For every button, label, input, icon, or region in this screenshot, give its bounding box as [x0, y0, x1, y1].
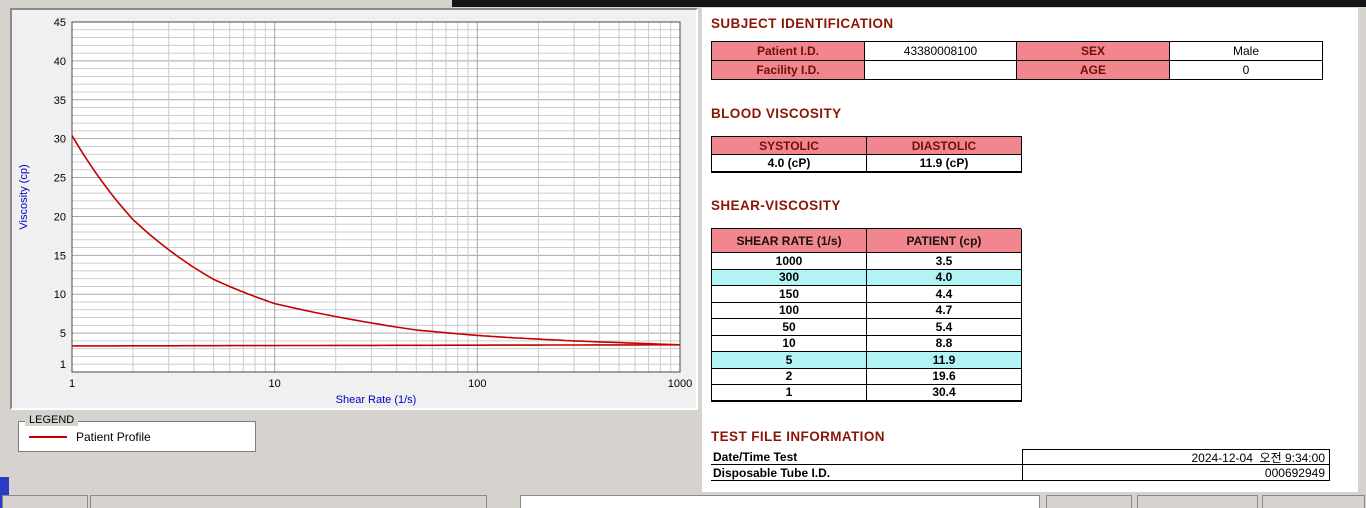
svg-text:10: 10 [269, 378, 281, 390]
toolbar-button-1[interactable] [2, 495, 88, 508]
patient-viscosity-cell: 11.9 [867, 352, 1022, 369]
patient-viscosity-cell: 30.4 [867, 385, 1022, 402]
svg-text:100: 100 [468, 378, 486, 390]
toolbar-button-2[interactable] [1046, 495, 1132, 508]
blood-viscosity-table: SYSTOLIC DIASTOLIC 4.0 (cP) 11.9 (cP) [711, 136, 1022, 173]
patient-viscosity-cell: 19.6 [867, 368, 1022, 385]
sex-value: Male [1170, 42, 1323, 61]
shear-rate-cell: 5 [712, 352, 867, 369]
top-bar [452, 0, 1366, 7]
shear-rate-cell: 1000 [712, 253, 867, 270]
systolic-value: 4.0 (cP) [712, 155, 867, 173]
legend-line-swatch [29, 436, 67, 438]
svg-text:5: 5 [60, 328, 66, 340]
legend-series-label: Patient Profile [76, 430, 151, 444]
svg-text:1: 1 [60, 359, 66, 371]
svg-text:45: 45 [54, 17, 66, 29]
shear-rate-cell: 50 [712, 319, 867, 336]
svg-text:40: 40 [54, 56, 66, 68]
legend-box-label: LEGEND [25, 414, 79, 426]
toolbar-field[interactable] [520, 495, 1040, 508]
patient-id-label: Patient I.D. [712, 42, 865, 61]
test-file-information-title: TEST FILE INFORMATION [711, 429, 885, 444]
test-file-information-table: Date/Time Test 2024-12-04 오전 9:34:00 Dis… [711, 449, 1330, 481]
shear-rate-cell: 2 [712, 368, 867, 385]
datetime-test-value: 2024-12-04 오전 9:34:00 [1022, 449, 1330, 465]
diastolic-header: DIASTOLIC [867, 137, 1022, 155]
shear-viscosity-title: SHEAR-VISCOSITY [711, 198, 841, 213]
diastolic-value: 11.9 (cP) [867, 155, 1022, 173]
subject-identification-table: Patient I.D. 43380008100 SEX Male Facili… [711, 41, 1323, 80]
patient-id-value: 43380008100 [865, 42, 1017, 61]
subject-identification-title: SUBJECT IDENTIFICATION [711, 16, 894, 31]
age-value: 0 [1170, 61, 1323, 80]
svg-text:15: 15 [54, 250, 66, 262]
shear-rate-cell: 1 [712, 385, 867, 402]
facility-id-value [865, 61, 1017, 80]
bottom-left-accent [0, 477, 9, 508]
svg-text:1000: 1000 [668, 378, 692, 390]
patient-viscosity-cell: 8.8 [867, 335, 1022, 352]
svg-text:Viscosity (cp): Viscosity (cp) [18, 164, 30, 229]
shear-rate-cell: 100 [712, 302, 867, 319]
toolbar-button-4[interactable] [1262, 495, 1365, 508]
shear-table-header: SHEAR RATE (1/s) PATIENT (cp) [711, 228, 1022, 253]
shear-rate-cell: 150 [712, 286, 867, 303]
age-label: AGE [1017, 61, 1170, 80]
shear-rate-cell: 10 [712, 335, 867, 352]
svg-text:25: 25 [54, 173, 66, 185]
shear-rate-cell: 300 [712, 269, 867, 286]
patient-viscosity-cell: 5.4 [867, 319, 1022, 336]
toolbar-panel-1[interactable] [90, 495, 487, 508]
svg-text:30: 30 [54, 134, 66, 146]
legend-entry: Patient Profile [19, 422, 255, 452]
patient-viscosity-cell: 3.5 [867, 253, 1022, 270]
shear-rate-header: SHEAR RATE (1/s) [712, 229, 867, 253]
viscosity-chart-panel: 1 5 10 15 20 25 30 35 40 45 1 10 100 1000 Shear Rate (… [10, 8, 698, 410]
svg-text:Shear Rate (1/s): Shear Rate (1/s) [336, 394, 417, 406]
sex-label: SEX [1017, 42, 1170, 61]
facility-id-label: Facility I.D. [712, 61, 865, 80]
legend-box: LEGEND Patient Profile [18, 414, 256, 452]
patient-viscosity-cell: 4.4 [867, 286, 1022, 303]
blood-viscosity-title: BLOOD VISCOSITY [711, 106, 842, 121]
disposable-tube-id-label: Disposable Tube I.D. [711, 465, 1022, 481]
patient-viscosity-cell: 4.7 [867, 302, 1022, 319]
svg-text:20: 20 [54, 211, 66, 223]
svg-text:1: 1 [69, 378, 75, 390]
patient-value-header: PATIENT (cp) [867, 229, 1022, 253]
toolbar-button-3[interactable] [1137, 495, 1258, 508]
svg-text:10: 10 [54, 289, 66, 301]
systolic-header: SYSTOLIC [712, 137, 867, 155]
patient-viscosity-cell: 4.0 [867, 269, 1022, 286]
svg-text:35: 35 [54, 95, 66, 107]
datetime-test-label: Date/Time Test [711, 449, 1022, 465]
shear-viscosity-table: SHEAR RATE (1/s) PATIENT (cp) 1000 3.5 300… [711, 228, 1022, 402]
disposable-tube-id-value: 000692949 [1022, 465, 1330, 481]
shear-table-body: 1000 3.5 300 4.0 150 4.4 100 4.7 50 5.4 10 8.8 5 11.9… [711, 253, 1022, 402]
